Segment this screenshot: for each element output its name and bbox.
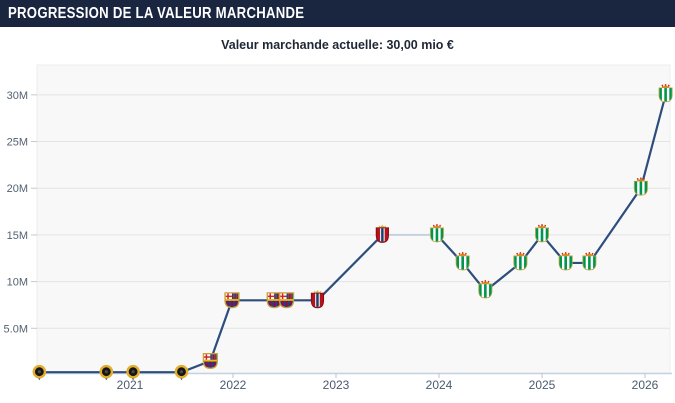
data-point-osasuna-icon[interactable] xyxy=(376,225,388,243)
y-axis-label: 15M xyxy=(7,230,28,242)
x-axis-label: 2023 xyxy=(323,378,350,392)
x-axis-label: 2021 xyxy=(117,378,144,392)
y-axis-label: 5.0M xyxy=(4,323,28,335)
data-point-barcelona-icon[interactable] xyxy=(224,292,239,308)
data-point-dark-pin-icon[interactable] xyxy=(174,364,189,382)
section-header: PROGRESSION DE LA VALEUR MARCHANDE xyxy=(0,0,675,27)
x-axis-label: 2025 xyxy=(529,378,556,392)
data-point-barcelona-icon[interactable] xyxy=(203,353,218,369)
plot-area xyxy=(36,64,671,374)
value-line xyxy=(38,233,384,374)
y-axis-label: 30M xyxy=(7,90,28,102)
data-point-osasuna-icon[interactable] xyxy=(311,290,323,308)
x-axis-label: 2024 xyxy=(426,378,453,392)
x-axis-label: 2026 xyxy=(632,378,659,392)
y-axis-label: 25M xyxy=(7,137,28,149)
data-point-dark-pin-icon[interactable] xyxy=(32,364,47,382)
data-point-barcelona-icon[interactable] xyxy=(279,292,294,308)
x-axis-label: 2022 xyxy=(220,378,247,392)
page-title: PROGRESSION DE LA VALEUR MARCHANDE xyxy=(8,4,305,22)
y-axis-label: 10M xyxy=(7,277,28,289)
y-axis-label: 20M xyxy=(7,183,28,195)
current-market-value-label: Valeur marchande actuelle: 30,00 mio € xyxy=(221,38,454,52)
data-point-dark-pin-icon[interactable] xyxy=(99,364,114,382)
